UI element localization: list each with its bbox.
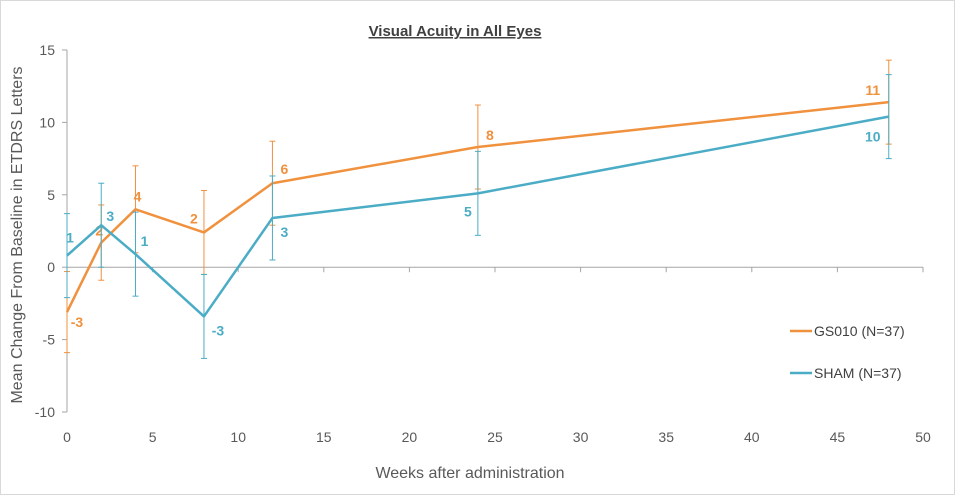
data-label: 1 <box>141 233 149 249</box>
y-tick-label: 5 <box>47 187 55 203</box>
x-tick-label: 50 <box>915 429 931 445</box>
data-label: 2 <box>95 223 103 239</box>
x-tick-label: 5 <box>149 429 157 445</box>
x-tick-label: 0 <box>63 429 71 445</box>
legend-label: SHAM (N=37) <box>814 365 902 381</box>
data-label: 8 <box>486 127 494 143</box>
x-tick-label: 25 <box>487 429 503 445</box>
data-label: 3 <box>281 224 289 240</box>
y-tick-label: 15 <box>39 42 55 58</box>
data-label: 2 <box>190 210 198 226</box>
legend-label: GS010 (N=37) <box>814 323 905 339</box>
x-tick-label: 45 <box>830 429 846 445</box>
x-tick-label: 20 <box>402 429 418 445</box>
y-tick-label: 0 <box>47 259 55 275</box>
y-tick-label: -10 <box>35 404 55 420</box>
y-tick-label: 10 <box>39 114 55 130</box>
data-label: -3 <box>71 314 84 330</box>
data-label: 5 <box>464 203 472 219</box>
series-1: 1 3 1 -3 3 5 10 <box>64 74 892 359</box>
x-tick-label: 35 <box>658 429 674 445</box>
data-label: -3 <box>212 322 225 338</box>
data-label: 6 <box>281 161 289 177</box>
series-line <box>66 115 889 318</box>
x-tick-label: 40 <box>744 429 760 445</box>
y-axis-label: Mean Change From Baseline in ETDRS Lette… <box>9 66 26 403</box>
legend: GS010 (N=37) SHAM (N=37) <box>790 323 905 381</box>
data-label: 4 <box>134 188 142 204</box>
x-tick-label: 10 <box>230 429 246 445</box>
x-tick-label: 30 <box>573 429 589 445</box>
chart-title: Visual Acuity in All Eyes <box>369 23 542 40</box>
data-label: 1 <box>66 230 74 246</box>
data-label: 3 <box>106 208 114 224</box>
data-label: 11 <box>865 82 880 98</box>
y-tick-label: -5 <box>43 332 56 348</box>
data-label: 10 <box>865 129 881 145</box>
x-axis-label: Weeks after administration <box>375 465 564 482</box>
x-tick-label: 15 <box>316 429 332 445</box>
